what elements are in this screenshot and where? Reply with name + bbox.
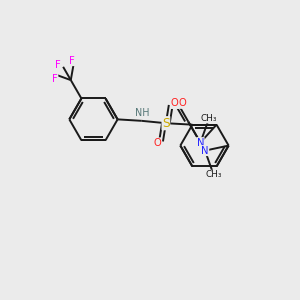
- Text: F: F: [52, 74, 58, 84]
- Text: NH: NH: [134, 108, 149, 118]
- Text: S: S: [162, 117, 170, 130]
- Text: O: O: [178, 98, 186, 108]
- Text: N: N: [196, 138, 204, 148]
- Text: F: F: [69, 56, 75, 66]
- Text: F: F: [55, 60, 61, 70]
- Text: CH₃: CH₃: [206, 170, 222, 179]
- Text: O: O: [153, 138, 161, 148]
- Text: N: N: [201, 146, 209, 156]
- Text: CH₃: CH₃: [201, 114, 217, 123]
- Text: O: O: [171, 98, 178, 109]
